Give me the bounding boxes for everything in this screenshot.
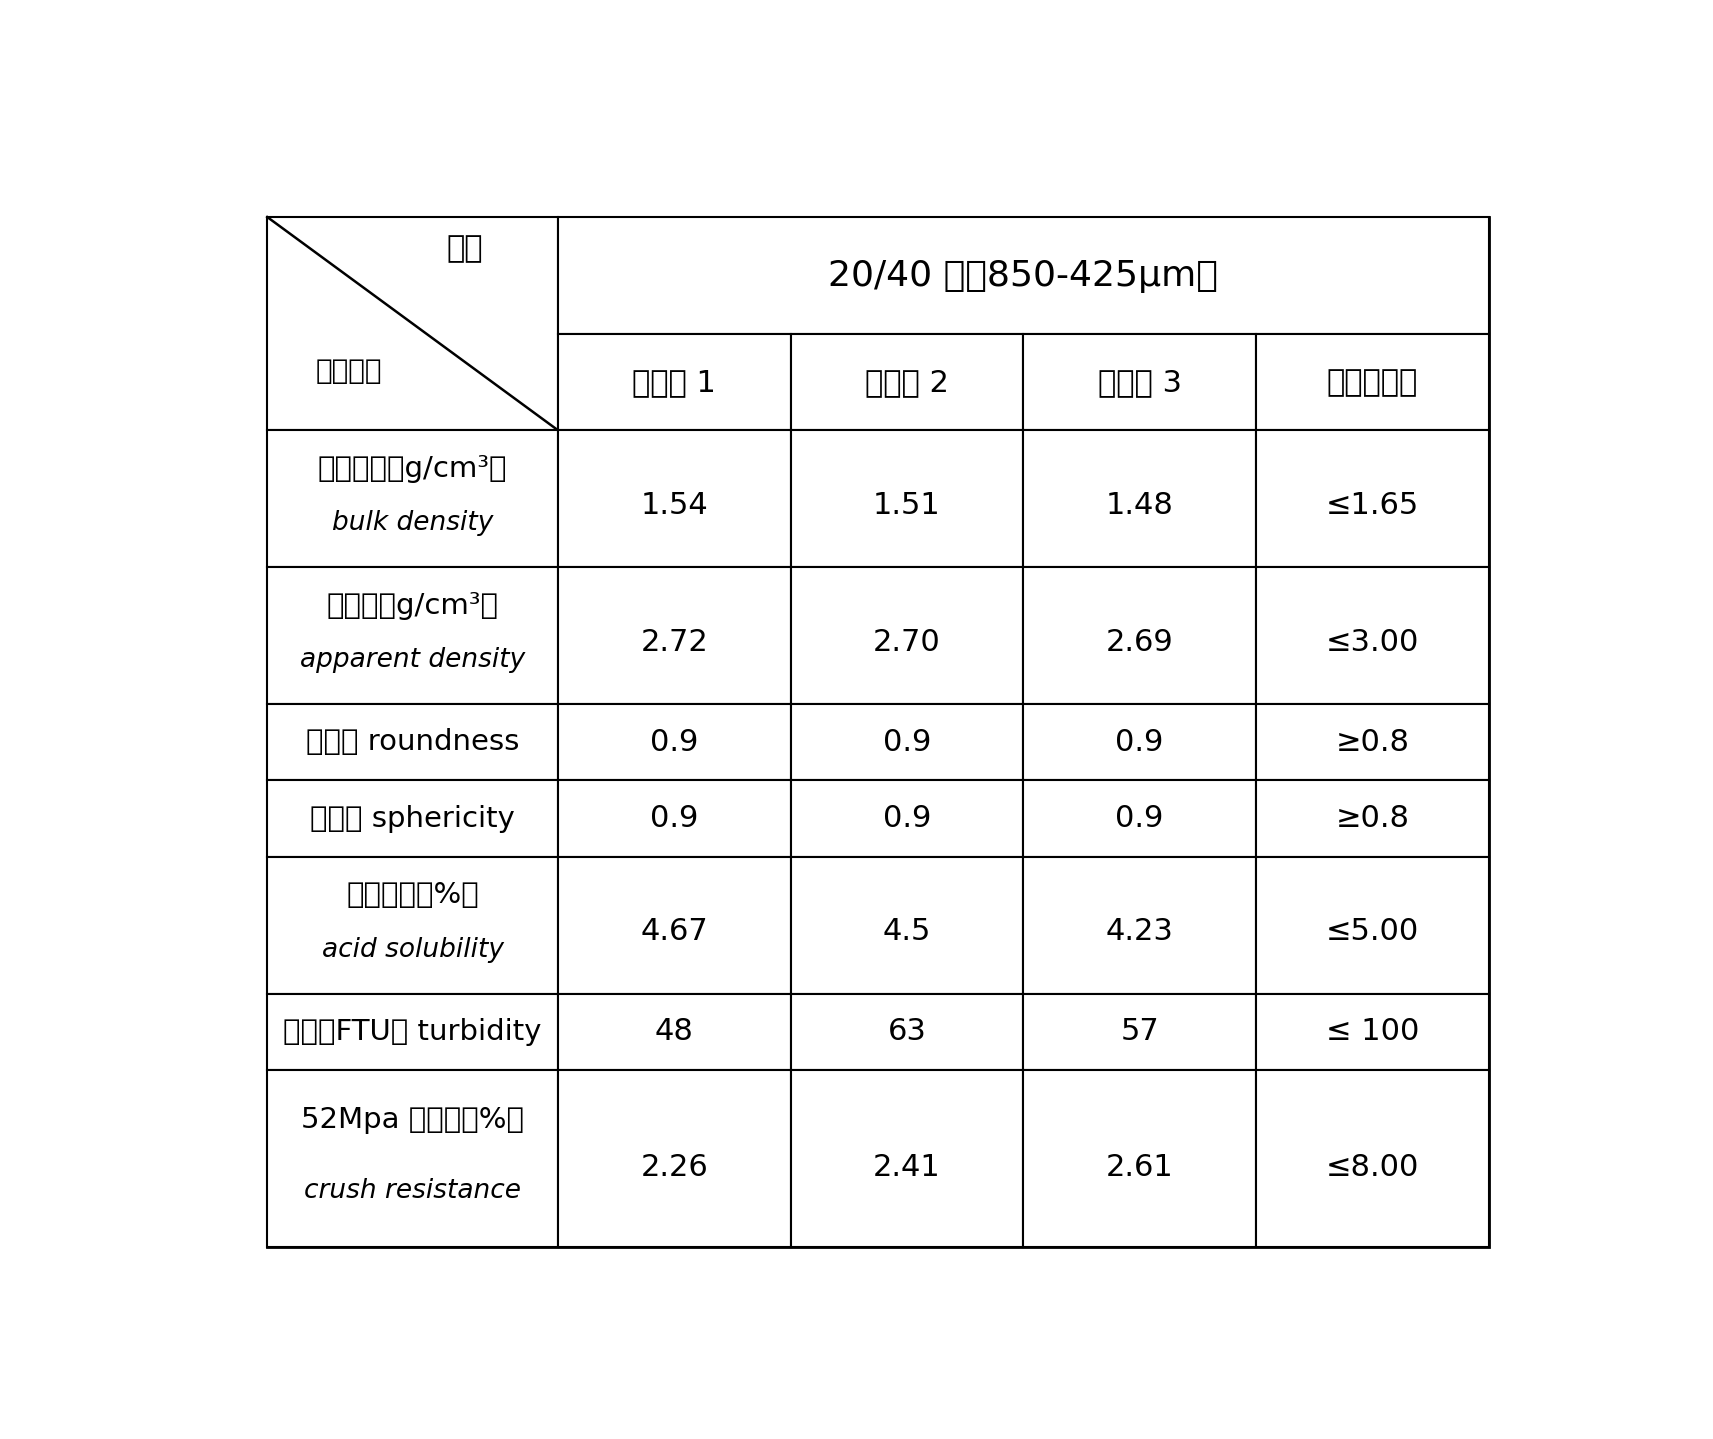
Bar: [1256, 1069, 1489, 1248]
Text: 圆　度 roundness: 圆 度 roundness: [307, 728, 519, 757]
Text: 浊度（FTU） turbidity: 浊度（FTU） turbidity: [283, 1017, 541, 1046]
Text: ≤ 100: ≤ 100: [1326, 1017, 1418, 1046]
Bar: [558, 856, 791, 994]
Bar: [791, 780, 1023, 856]
Bar: [267, 430, 558, 567]
Bar: [267, 780, 558, 856]
Bar: [1023, 1069, 1256, 1248]
Text: 球　度 sphericity: 球 度 sphericity: [310, 804, 516, 833]
Bar: [791, 856, 1023, 994]
Text: 4.5: 4.5: [882, 918, 932, 947]
Text: crush resistance: crush resistance: [305, 1177, 521, 1203]
Text: 1.51: 1.51: [874, 491, 940, 519]
Bar: [558, 217, 1489, 334]
Text: 0.9: 0.9: [882, 728, 932, 757]
Text: acid solubility: acid solubility: [322, 937, 504, 963]
Text: 0.9: 0.9: [1115, 804, 1163, 833]
Text: 0.9: 0.9: [882, 804, 932, 833]
Bar: [267, 567, 558, 704]
Bar: [1023, 567, 1256, 704]
Text: 体积密度（g/cm³）: 体积密度（g/cm³）: [319, 455, 507, 482]
Text: ≤5.00: ≤5.00: [1326, 918, 1418, 947]
Bar: [1256, 704, 1489, 780]
Bar: [267, 704, 558, 780]
Text: 0.9: 0.9: [649, 728, 699, 757]
Bar: [791, 994, 1023, 1069]
Bar: [267, 217, 558, 430]
Bar: [791, 567, 1023, 704]
Text: 酸溶解度（%）: 酸溶解度（%）: [346, 881, 480, 909]
Bar: [558, 780, 791, 856]
Text: ≥0.8: ≥0.8: [1334, 804, 1410, 833]
Text: 4.67: 4.67: [641, 918, 707, 947]
Bar: [791, 1069, 1023, 1248]
Bar: [1023, 704, 1256, 780]
Text: 实施例 2: 实施例 2: [865, 368, 949, 397]
Bar: [1023, 994, 1256, 1069]
Text: 中石油标准: 中石油标准: [1326, 368, 1418, 397]
Bar: [1256, 994, 1489, 1069]
Text: 0.9: 0.9: [1115, 728, 1163, 757]
Text: apparent density: apparent density: [300, 648, 526, 673]
Bar: [558, 334, 791, 430]
Bar: [558, 567, 791, 704]
Text: ≥0.8: ≥0.8: [1334, 728, 1410, 757]
Bar: [1256, 856, 1489, 994]
Text: 4.23: 4.23: [1105, 918, 1173, 947]
Text: 20/40 目（850-425μm）: 20/40 目（850-425μm）: [829, 259, 1218, 292]
Text: 规格: 规格: [447, 235, 483, 263]
Text: 63: 63: [887, 1017, 927, 1046]
Text: 1.54: 1.54: [641, 491, 707, 519]
Bar: [1023, 780, 1256, 856]
Bar: [558, 1069, 791, 1248]
Bar: [1256, 567, 1489, 704]
Bar: [267, 856, 558, 994]
Bar: [1256, 430, 1489, 567]
Text: 实施例 3: 实施例 3: [1098, 368, 1182, 397]
Text: ≤1.65: ≤1.65: [1326, 491, 1418, 519]
Bar: [1256, 780, 1489, 856]
Bar: [791, 334, 1023, 430]
Bar: [1023, 334, 1256, 430]
Text: bulk density: bulk density: [332, 511, 493, 537]
Text: 2.70: 2.70: [874, 629, 940, 658]
Text: 1.48: 1.48: [1105, 491, 1173, 519]
Bar: [558, 430, 791, 567]
Bar: [1023, 856, 1256, 994]
Text: 实施例 1: 实施例 1: [632, 368, 716, 397]
Text: 2.61: 2.61: [1105, 1153, 1173, 1181]
Text: 52Mpa 破碎率（%）: 52Mpa 破碎率（%）: [301, 1105, 524, 1134]
Bar: [1023, 430, 1256, 567]
Text: 48: 48: [654, 1017, 694, 1046]
Bar: [1256, 334, 1489, 430]
Bar: [267, 1069, 558, 1248]
Bar: [791, 704, 1023, 780]
Text: 2.26: 2.26: [641, 1153, 707, 1181]
Bar: [791, 430, 1023, 567]
Text: 0.9: 0.9: [649, 804, 699, 833]
Text: 性能指标: 性能指标: [315, 357, 382, 384]
Text: 2.41: 2.41: [874, 1153, 940, 1181]
Bar: [558, 704, 791, 780]
Text: 视密度（g/cm³）: 视密度（g/cm³）: [327, 591, 498, 620]
Bar: [267, 994, 558, 1069]
Text: 57: 57: [1120, 1017, 1160, 1046]
Text: 2.69: 2.69: [1105, 629, 1173, 658]
Bar: [558, 994, 791, 1069]
Text: ≤3.00: ≤3.00: [1326, 629, 1418, 658]
Text: 2.72: 2.72: [641, 629, 707, 658]
Text: ≤8.00: ≤8.00: [1326, 1153, 1418, 1181]
